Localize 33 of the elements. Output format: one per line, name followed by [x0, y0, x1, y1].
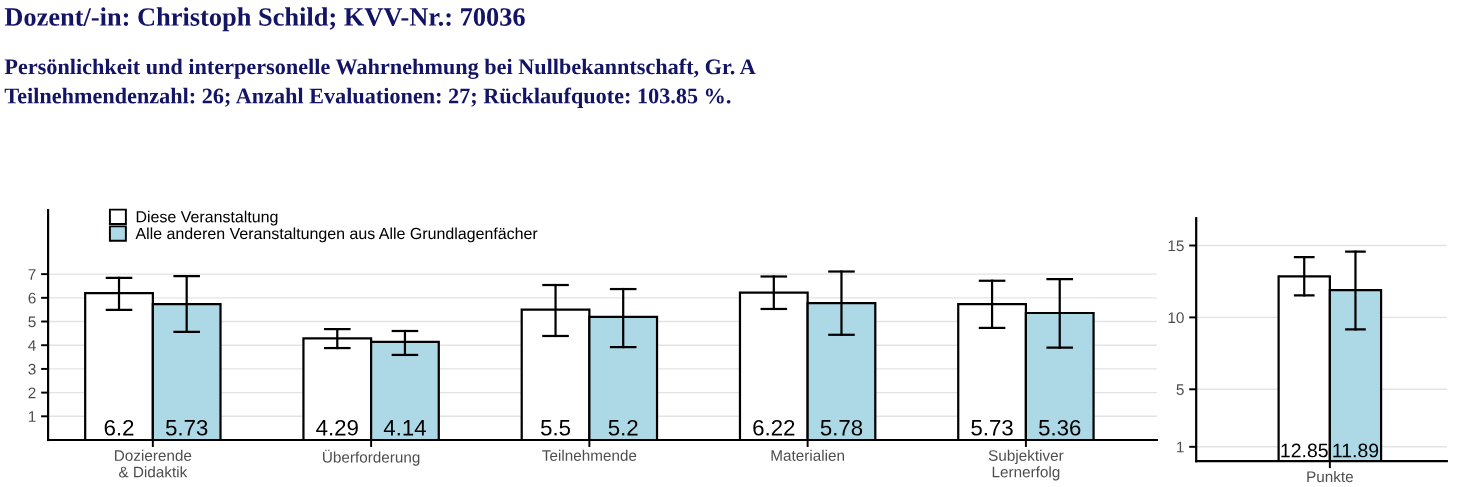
- chart-subtitle: Persönlichkeit und interpersonelle Wahrnehmung bei Nullbekanntschaft, Gr. A Teilnehmendenzahl: 26; Anzahl Evaluationen: 27; Rücklaufquote: 103.85 %.: [4, 58, 756, 108]
- data-label: 11.89: [1333, 443, 1379, 458]
- y-tick-label: 4: [28, 340, 36, 351]
- y-tick-label: 5: [1176, 384, 1184, 395]
- legend-label: Alle anderen Veranstaltungen aus Alle Grundlagenfächer: [135, 227, 538, 243]
- data-label: 4.29: [316, 419, 358, 436]
- y-tick-label: 2: [28, 387, 36, 399]
- x-tick-label: Punkte: [1307, 470, 1353, 483]
- y-tick-label: 15: [1168, 240, 1184, 252]
- x-tick-label: Dozierende & Didaktik: [115, 449, 192, 478]
- x-tick-label: Subjektiver Lernerfolg: [988, 449, 1064, 481]
- data-label: 5.78: [820, 419, 863, 436]
- data-label: 4.14: [383, 420, 426, 436]
- chart-title: Dozent/-in: Christoph Schild; KVV-Nr.: 70036: [4, 7, 525, 32]
- y-tick-label: 1: [28, 411, 36, 422]
- data-label: 6.22: [753, 419, 795, 436]
- data-label: 5.5: [540, 420, 571, 436]
- y-tick-label: 1: [1177, 441, 1184, 453]
- data-label: 5.36: [1039, 419, 1081, 436]
- y-tick-label: 3: [28, 363, 36, 375]
- x-tick-label: Materialien: [771, 449, 845, 461]
- y-tick-label: 10: [1168, 312, 1184, 324]
- x-tick-label: Überforderung: [323, 449, 420, 466]
- x-tick-label: Teilnehmende: [542, 449, 637, 461]
- data-label: 12.85: [1281, 443, 1328, 458]
- y-tick-label: 7: [28, 269, 36, 280]
- legend-label: Diese Veranstaltung: [136, 210, 278, 226]
- data-label: 5.2: [608, 419, 638, 436]
- y-tick-label: 5: [28, 316, 36, 328]
- data-label: 6.2: [104, 419, 134, 436]
- data-label: 5.73: [165, 419, 208, 436]
- y-tick-label: 6: [28, 292, 36, 304]
- data-label: 5.73: [971, 419, 1013, 436]
